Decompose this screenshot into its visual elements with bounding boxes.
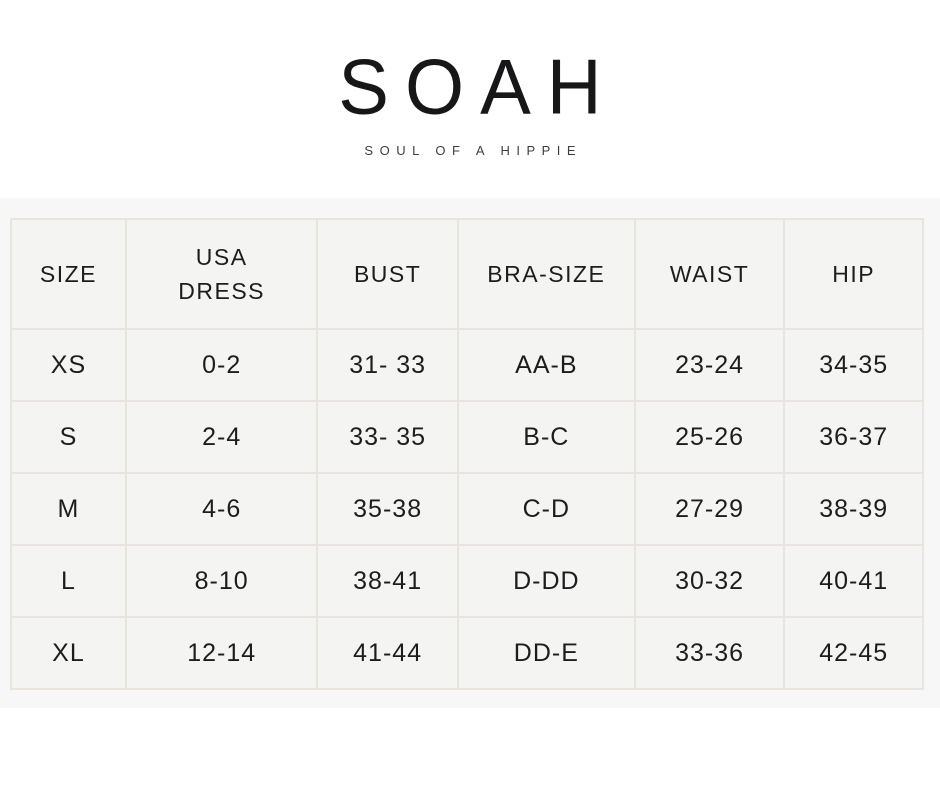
table-cell: 8-10	[124, 544, 319, 618]
table-row: S 2-4 33- 35 B-C 25-26 36-37	[10, 400, 924, 474]
table-cell: 35-38	[316, 472, 459, 546]
table-cell: XS	[10, 328, 127, 402]
table-row: XL 12-14 41-44 DD-E 33-36 42-45	[10, 616, 924, 690]
table-cell: L	[10, 544, 127, 618]
table-cell: 27-29	[633, 472, 786, 546]
table-cell: 4-6	[124, 472, 319, 546]
size-chart-section: SIZE USA DRESS BUST BRA-SIZE WAIST HIP XS 0-2 3…	[0, 198, 940, 708]
size-chart-table: SIZE USA DRESS BUST BRA-SIZE WAIST HIP XS 0-2 3…	[10, 218, 924, 690]
brand-tagline: SOUL OF A HIPPIE	[364, 143, 583, 158]
table-cell: 41-44	[316, 616, 459, 690]
table-cell: AA-B	[456, 328, 636, 402]
table-cell: 42-45	[783, 616, 924, 690]
table-cell: 2-4	[124, 400, 319, 474]
table-row: XS 0-2 31- 33 AA-B 23-24 34-35	[10, 328, 924, 402]
column-header: SIZE	[10, 218, 127, 330]
brand-logo: SOAH	[338, 44, 618, 131]
table-cell: 25-26	[633, 400, 786, 474]
table-cell: 40-41	[783, 544, 924, 618]
table-cell: 0-2	[124, 328, 319, 402]
table-cell: 36-37	[783, 400, 924, 474]
column-header: WAIST	[633, 218, 786, 330]
table-cell: 34-35	[783, 328, 924, 402]
header-row: SIZE USA DRESS BUST BRA-SIZE WAIST HIP	[10, 218, 924, 330]
table-cell: D-DD	[456, 544, 636, 618]
table-cell: XL	[10, 616, 127, 690]
column-header: BRA-SIZE	[456, 218, 636, 330]
table-cell: C-D	[456, 472, 636, 546]
table-cell: 31- 33	[316, 328, 459, 402]
table-cell: 33-36	[633, 616, 786, 690]
table-cell: 23-24	[633, 328, 786, 402]
column-header: BUST	[316, 218, 459, 330]
table-body: XS 0-2 31- 33 AA-B 23-24 34-35 S 2-4 33- 35 B-C 25…	[10, 328, 924, 690]
table-cell: 38-41	[316, 544, 459, 618]
column-header: HIP	[783, 218, 924, 330]
table-cell: S	[10, 400, 127, 474]
table-cell: 38-39	[783, 472, 924, 546]
table-row: L 8-10 38-41 D-DD 30-32 40-41	[10, 544, 924, 618]
table-cell: M	[10, 472, 127, 546]
table-cell: 33- 35	[316, 400, 459, 474]
table-cell: 30-32	[633, 544, 786, 618]
brand-header: SOAH SOUL OF A HIPPIE	[0, 0, 940, 198]
table-cell: 12-14	[124, 616, 319, 690]
table-row: M 4-6 35-38 C-D 27-29 38-39	[10, 472, 924, 546]
table-cell: DD-E	[456, 616, 636, 690]
column-header: USA DRESS	[124, 218, 319, 330]
table-cell: B-C	[456, 400, 636, 474]
